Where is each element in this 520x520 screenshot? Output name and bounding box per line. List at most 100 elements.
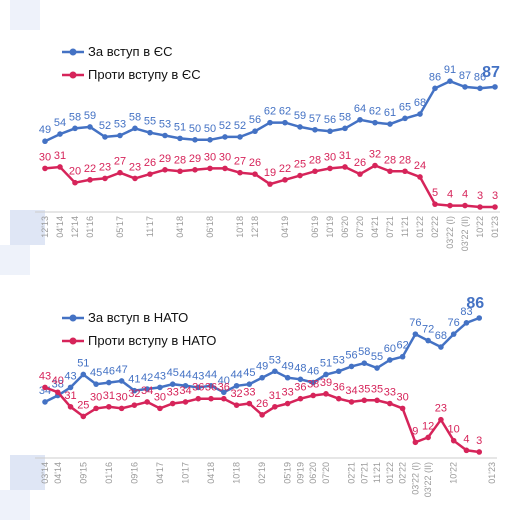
decor [10, 0, 40, 30]
point [157, 384, 163, 391]
data-label: 51 [77, 357, 89, 369]
data-label: 43 [64, 370, 76, 382]
x-tick-label: 01'23 [490, 216, 500, 238]
point [237, 134, 243, 140]
data-label: 46 [307, 366, 319, 378]
point [438, 416, 444, 423]
x-tick-label: 04'17 [155, 462, 165, 484]
point [374, 397, 380, 404]
point [207, 165, 213, 172]
x-tick-label: 03'22 (II) [423, 462, 433, 497]
point [387, 121, 393, 127]
point [412, 331, 419, 337]
point [282, 119, 288, 126]
data-label: 36 [192, 382, 204, 394]
data-label: 33 [282, 387, 294, 399]
point [87, 124, 93, 130]
data-label: 33 [384, 387, 396, 399]
data-label: 25 [77, 399, 89, 411]
x-tick-label: 01'22 [385, 462, 395, 484]
point [312, 126, 318, 133]
point [87, 177, 93, 183]
data-label: 31 [269, 390, 281, 402]
data-label: 28 [174, 154, 186, 166]
point [492, 84, 498, 90]
point [169, 400, 176, 407]
x-tick-label: 01'16 [104, 462, 114, 484]
point [327, 128, 333, 135]
x-tick-label: 05'19 [283, 462, 293, 484]
data-label: 9 [412, 425, 418, 437]
point [462, 84, 468, 90]
point [57, 164, 63, 170]
data-label: 53 [159, 119, 171, 131]
point [162, 132, 168, 139]
x-tick-label: 04'14 [55, 216, 65, 238]
data-label: 32 [128, 388, 140, 400]
point [432, 201, 438, 207]
point [233, 402, 240, 408]
data-label: 44 [230, 369, 242, 381]
data-label: 40 [218, 375, 230, 387]
point [177, 168, 183, 175]
x-tick-label: 04'21 [370, 216, 380, 238]
x-tick-label: 04'19 [280, 216, 290, 238]
data-label: 38 [307, 378, 319, 390]
point [57, 131, 63, 137]
data-label: 31 [339, 150, 351, 162]
x-tick-label: 04'18 [175, 216, 185, 238]
data-label: 45 [243, 367, 255, 379]
point [192, 167, 198, 173]
point [195, 384, 202, 391]
data-label: 33 [243, 387, 255, 399]
point [412, 439, 419, 446]
point [310, 379, 317, 386]
data-label: 35 [358, 383, 370, 395]
x-tick-label: 01'22 [415, 216, 425, 238]
decor [0, 490, 30, 520]
x-tick-label: 06'20 [308, 462, 318, 484]
legend-marker [69, 314, 77, 322]
data-label: 28 [384, 154, 396, 166]
x-tick-label: 07'21 [385, 216, 395, 238]
point [476, 315, 483, 321]
point [297, 395, 304, 402]
data-label: 23 [129, 161, 141, 173]
x-tick-label: 12'13 [40, 216, 50, 238]
point [402, 115, 408, 122]
point [297, 376, 304, 383]
data-label: 34 [345, 385, 357, 397]
point [72, 125, 78, 132]
point [259, 412, 265, 418]
point [450, 331, 457, 337]
data-label: 58 [339, 111, 351, 123]
data-label: 52 [219, 120, 231, 132]
point [144, 399, 150, 405]
legend-label: Проти вступу в НАТО [88, 333, 216, 348]
point [361, 360, 368, 366]
data-label: 28 [309, 154, 321, 166]
data-label: 41 [128, 374, 140, 386]
point [361, 397, 368, 404]
point [425, 434, 431, 441]
data-label: 59 [84, 110, 96, 122]
point [323, 391, 329, 397]
point [374, 365, 380, 371]
point [342, 125, 348, 132]
x-tick-label: 03'22 (II) [460, 216, 470, 251]
point [106, 403, 112, 410]
data-label: 61 [384, 107, 396, 119]
point [357, 116, 363, 123]
data-label: 40 [52, 375, 64, 387]
data-label: 42 [141, 372, 153, 384]
data-label: 47 [116, 364, 128, 376]
point [477, 85, 483, 92]
point [372, 119, 378, 126]
point [399, 353, 406, 360]
point [102, 175, 108, 182]
data-label: 50 [204, 123, 216, 135]
point [117, 169, 123, 176]
point [267, 119, 273, 126]
data-label: 50 [189, 123, 201, 135]
data-label: 31 [103, 390, 115, 402]
